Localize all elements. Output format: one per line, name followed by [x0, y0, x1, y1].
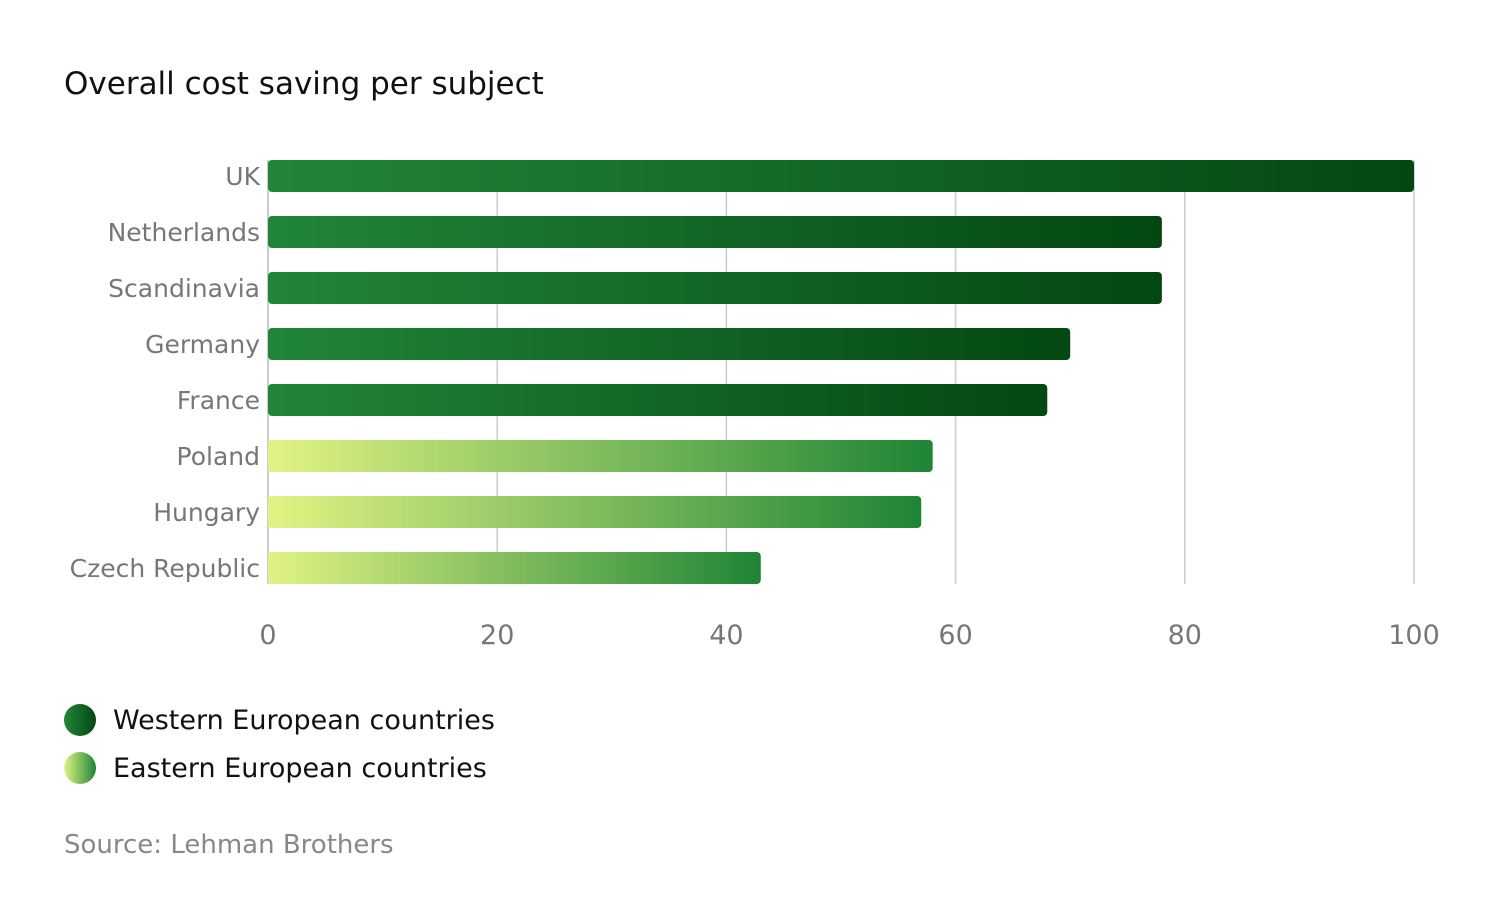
- x-tick-label: 100: [1388, 620, 1440, 651]
- x-tick-label: 20: [480, 620, 514, 651]
- x-axis-tick-labels: 0 20 40 60 80 100: [259, 620, 1439, 651]
- bar: [268, 440, 933, 472]
- x-tick-label: 0: [259, 620, 276, 651]
- legend-swatch-western: [64, 704, 96, 736]
- bar-chart: UK Netherlands Scandinavia Germany France Pol…: [70, 160, 1440, 651]
- x-tick-label: 40: [709, 620, 743, 651]
- bar: [268, 384, 1048, 416]
- legend-item-western: Western European countries: [64, 704, 495, 736]
- category-labels: UK Netherlands Scandinavia Germany France Pol…: [70, 162, 261, 583]
- source-note: Source: Lehman Brothers: [64, 830, 394, 860]
- category-label: Germany: [145, 330, 260, 359]
- bar: [268, 552, 761, 584]
- category-label: France: [177, 386, 260, 415]
- category-label: Hungary: [153, 498, 260, 527]
- legend-swatch-eastern: [64, 752, 96, 784]
- category-label: Scandinavia: [108, 274, 260, 303]
- category-label: Netherlands: [108, 218, 260, 247]
- category-label: Poland: [177, 442, 260, 471]
- legend-label-western: Western European countries: [113, 704, 495, 736]
- bar: [268, 328, 1071, 360]
- x-tick-label: 80: [1168, 620, 1202, 651]
- chart-title: Overall cost saving per subject: [64, 66, 544, 102]
- category-label: UK: [225, 162, 260, 191]
- x-tick-label: 60: [938, 620, 972, 651]
- legend-item-eastern: Eastern European countries: [64, 752, 487, 784]
- bar: [268, 496, 922, 528]
- bars: [268, 160, 1414, 584]
- legend-label-eastern: Eastern European countries: [113, 752, 487, 784]
- category-label: Czech Republic: [70, 554, 260, 583]
- bar: [268, 272, 1162, 304]
- bar: [268, 216, 1162, 248]
- bar: [268, 160, 1414, 192]
